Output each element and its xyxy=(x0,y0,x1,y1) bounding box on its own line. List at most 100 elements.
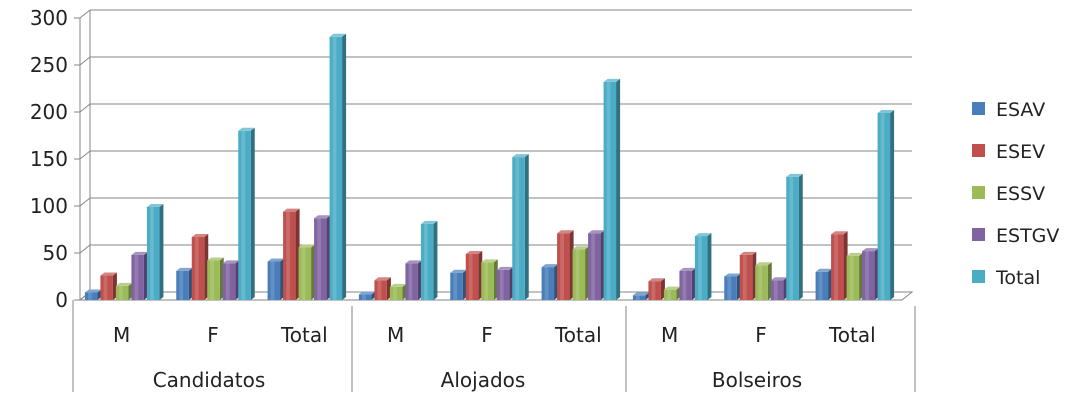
bar-top xyxy=(238,127,255,131)
legend-item-esev: ESEV xyxy=(972,141,1045,163)
bar-highlight xyxy=(499,269,504,300)
bar-essv-7 xyxy=(755,262,772,300)
bar-side xyxy=(524,154,529,300)
bar-top xyxy=(603,78,621,82)
bar-highlight xyxy=(667,289,671,300)
x-category-label: Total xyxy=(554,323,602,347)
bar-side xyxy=(890,109,895,300)
bar-highlight xyxy=(88,292,92,300)
x-group-label: Candidatos xyxy=(153,368,266,392)
legend-item-total: Total xyxy=(972,267,1040,289)
bar-highlight xyxy=(682,270,687,300)
bar-top xyxy=(786,173,803,177)
bar-top xyxy=(358,291,376,295)
bar-highlight xyxy=(698,236,702,300)
bar-esev-5 xyxy=(557,230,574,300)
bar-highlight xyxy=(468,253,473,300)
bar-highlight xyxy=(880,112,885,300)
bar-highlight xyxy=(194,237,199,300)
bar-top xyxy=(724,273,741,277)
bar-top xyxy=(846,252,864,256)
x-category-label: Total xyxy=(280,323,328,347)
bar-esav-6 xyxy=(632,292,650,300)
bar-top xyxy=(465,250,483,254)
bar-estgv-5 xyxy=(588,230,605,300)
bar-esav-4 xyxy=(450,269,467,300)
bar-side xyxy=(433,220,438,300)
bar-top xyxy=(222,260,240,264)
bar-esev-6 xyxy=(648,278,665,300)
bar-top xyxy=(146,203,164,207)
bar-highlight xyxy=(377,280,382,300)
bar-top xyxy=(632,292,650,296)
bar-esav-8 xyxy=(815,268,833,300)
bar-highlight xyxy=(834,234,838,300)
bar-highlight xyxy=(591,233,595,300)
bar-top xyxy=(115,282,133,286)
y-tick-label: 100 xyxy=(30,194,68,218)
bar-side xyxy=(250,127,255,300)
bar-highlight xyxy=(286,211,290,300)
bars xyxy=(84,33,895,301)
bar-estgv-3 xyxy=(405,260,422,300)
bar-highlight xyxy=(865,251,869,300)
bar-highlight xyxy=(575,249,580,300)
bar-esav-1 xyxy=(176,267,193,300)
y-tick-label: 250 xyxy=(30,53,68,77)
bar-highlight xyxy=(742,254,747,300)
bar-estgv-7 xyxy=(770,277,788,300)
bar-top xyxy=(541,264,559,268)
legend-label: Total xyxy=(995,267,1040,289)
bar-top xyxy=(420,220,438,224)
x-category-label: M xyxy=(387,323,404,347)
bar-top xyxy=(770,277,788,281)
x-group-label: Bolseiros xyxy=(712,368,802,392)
gridline-depth xyxy=(79,56,91,66)
bar-esav-5 xyxy=(541,264,559,300)
bar-esev-7 xyxy=(739,251,757,300)
bar-estgv-1 xyxy=(222,260,240,300)
bar-highlight xyxy=(727,276,732,300)
bar-top xyxy=(877,109,895,113)
bar-esav-7 xyxy=(724,273,741,300)
bar-highlight xyxy=(408,263,413,300)
bar-highlight xyxy=(544,267,549,300)
bar-estgv-2 xyxy=(314,215,331,300)
bar-total-1 xyxy=(238,127,255,300)
gridline-depth xyxy=(79,197,91,207)
bar-esav-3 xyxy=(358,291,376,300)
bar-top xyxy=(389,283,407,287)
bar-estgv-8 xyxy=(862,248,879,300)
bar-top xyxy=(815,268,833,272)
bar-esev-1 xyxy=(191,234,209,300)
bar-highlight xyxy=(789,176,794,300)
bar-top xyxy=(131,251,148,255)
y-tick-label: 200 xyxy=(30,100,68,124)
x-category-label: M xyxy=(113,323,130,347)
x-category-label: Total xyxy=(828,323,876,347)
bar-side xyxy=(342,33,347,301)
bar-essv-8 xyxy=(846,252,864,300)
bar-highlight xyxy=(393,286,397,300)
bar-top xyxy=(572,246,590,250)
bar-highlight xyxy=(424,223,428,300)
x-category-label: F xyxy=(755,323,767,347)
bar-top xyxy=(663,286,681,290)
bar-essv-4 xyxy=(481,259,498,300)
bar-top xyxy=(496,266,514,270)
axis-labels: 0 50 100 150 200 250 300 M F Total Candidatos M F Tot… xyxy=(30,6,876,392)
gridline-depth xyxy=(79,103,91,113)
bar-top xyxy=(314,215,331,219)
bar-top xyxy=(100,272,117,276)
bar-highlight xyxy=(606,81,611,300)
bar-top xyxy=(329,33,347,37)
gridline-depth xyxy=(79,9,91,19)
bar-estgv-4 xyxy=(496,266,514,300)
bar-top xyxy=(694,233,712,237)
legend-label: ESSV xyxy=(996,183,1045,205)
bar-highlight xyxy=(317,218,321,300)
x-category-label: M xyxy=(661,323,678,347)
bar-total-8 xyxy=(877,109,895,300)
bar-total-0 xyxy=(146,203,164,300)
